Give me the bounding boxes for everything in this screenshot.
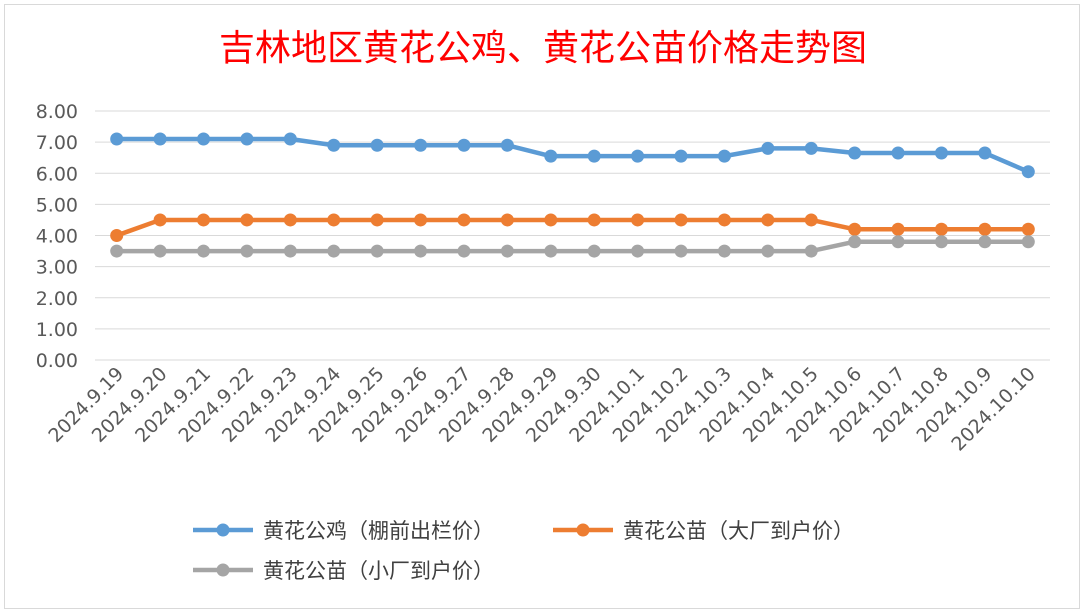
data-point: [327, 244, 341, 258]
data-point: [544, 149, 558, 163]
data-point: [761, 141, 775, 155]
data-point: [500, 138, 514, 152]
legend-item: 黄花公苗（小厂到户价）: [193, 559, 494, 583]
y-tick-label: 1.00: [36, 319, 78, 341]
legend-label: 黄花公苗（小厂到户价）: [263, 559, 494, 583]
data-point: [631, 213, 645, 227]
data-point: [631, 244, 645, 258]
data-point: [891, 222, 905, 236]
data-point: [934, 235, 948, 249]
series-line: [114, 217, 1031, 238]
data-point: [110, 132, 124, 146]
y-tick-label: 8.00: [36, 101, 78, 123]
data-point: [283, 132, 297, 146]
data-point: [153, 244, 167, 258]
series-3: [110, 235, 1035, 258]
legend-swatch-marker: [576, 523, 590, 537]
x-axis: 2024.9.192024.9.202024.9.212024.9.222024…: [44, 363, 1040, 455]
data-point: [1021, 235, 1035, 249]
data-point: [674, 244, 688, 258]
data-point: [674, 213, 688, 227]
data-point: [848, 235, 862, 249]
legend-label: 黄花公苗（大厂到户价）: [623, 519, 854, 543]
data-point: [717, 213, 731, 227]
data-point: [370, 244, 384, 258]
series-line: [114, 239, 1031, 254]
data-point: [327, 138, 341, 152]
y-tick-label: 3.00: [36, 257, 78, 279]
data-point: [978, 235, 992, 249]
gridlines: [95, 110, 1050, 361]
data-point: [197, 244, 211, 258]
data-point: [500, 213, 514, 227]
data-point: [153, 132, 167, 146]
data-point: [197, 213, 211, 227]
data-point: [978, 222, 992, 236]
data-point: [110, 244, 124, 258]
data-point: [414, 213, 428, 227]
data-point: [631, 149, 645, 163]
data-point: [283, 213, 297, 227]
data-point: [327, 213, 341, 227]
data-point: [587, 244, 601, 258]
data-point: [587, 149, 601, 163]
legend-item: 黄花公鸡（棚前出栏价）: [193, 519, 494, 543]
data-point: [544, 213, 558, 227]
legend: 黄花公鸡（棚前出栏价） 黄花公苗（大厂到户价） 黄花公苗（小厂到户价）: [193, 519, 854, 583]
data-point: [457, 244, 471, 258]
legend-swatch-marker: [216, 563, 230, 577]
data-point: [978, 146, 992, 160]
data-point: [197, 132, 211, 146]
data-point: [240, 132, 254, 146]
data-point: [414, 138, 428, 152]
data-point: [804, 213, 818, 227]
data-point: [934, 146, 948, 160]
data-point: [717, 244, 731, 258]
data-point: [500, 244, 514, 258]
data-point: [240, 213, 254, 227]
data-point: [414, 244, 428, 258]
data-point: [370, 213, 384, 227]
data-point: [1021, 165, 1035, 179]
chart-title: 吉林地区黄花公鸡、黄花公苗价格走势图: [219, 28, 867, 69]
data-point: [110, 229, 124, 242]
y-tick-label: 7.00: [36, 132, 78, 154]
y-tick-label: 5.00: [36, 194, 78, 216]
y-tick-label: 4.00: [36, 226, 78, 248]
data-point: [457, 138, 471, 152]
series-line: [114, 136, 1031, 174]
data-point: [674, 149, 688, 163]
y-axis: 0.00 1.00 2.00 3.00 4.00 5.00 6.00 7.00 8.00: [36, 101, 78, 372]
data-point: [1021, 222, 1035, 236]
data-point: [587, 213, 601, 227]
series-1: [110, 132, 1035, 179]
y-tick-label: 2.00: [36, 288, 78, 310]
data-point: [370, 138, 384, 152]
data-point: [457, 213, 471, 227]
legend-label: 黄花公鸡（棚前出栏价）: [263, 519, 494, 543]
data-point: [848, 222, 862, 236]
data-point: [717, 149, 731, 163]
data-point: [153, 213, 167, 227]
y-tick-label: 6.00: [36, 163, 78, 185]
data-point: [283, 244, 297, 258]
data-point: [240, 244, 254, 258]
data-point: [761, 213, 775, 227]
data-point: [848, 146, 862, 160]
data-point: [804, 141, 818, 155]
data-point: [891, 146, 905, 160]
y-tick-label: 0.00: [36, 350, 78, 372]
data-point: [761, 244, 775, 258]
legend-item: 黄花公苗（大厂到户价）: [553, 519, 854, 543]
legend-swatch-marker: [216, 523, 230, 537]
data-point: [804, 244, 818, 258]
series-group: [110, 132, 1035, 258]
chart-frame: [4, 4, 1080, 609]
data-point: [544, 244, 558, 258]
series-2: [110, 213, 1035, 242]
data-point: [934, 222, 948, 236]
data-point: [891, 235, 905, 249]
